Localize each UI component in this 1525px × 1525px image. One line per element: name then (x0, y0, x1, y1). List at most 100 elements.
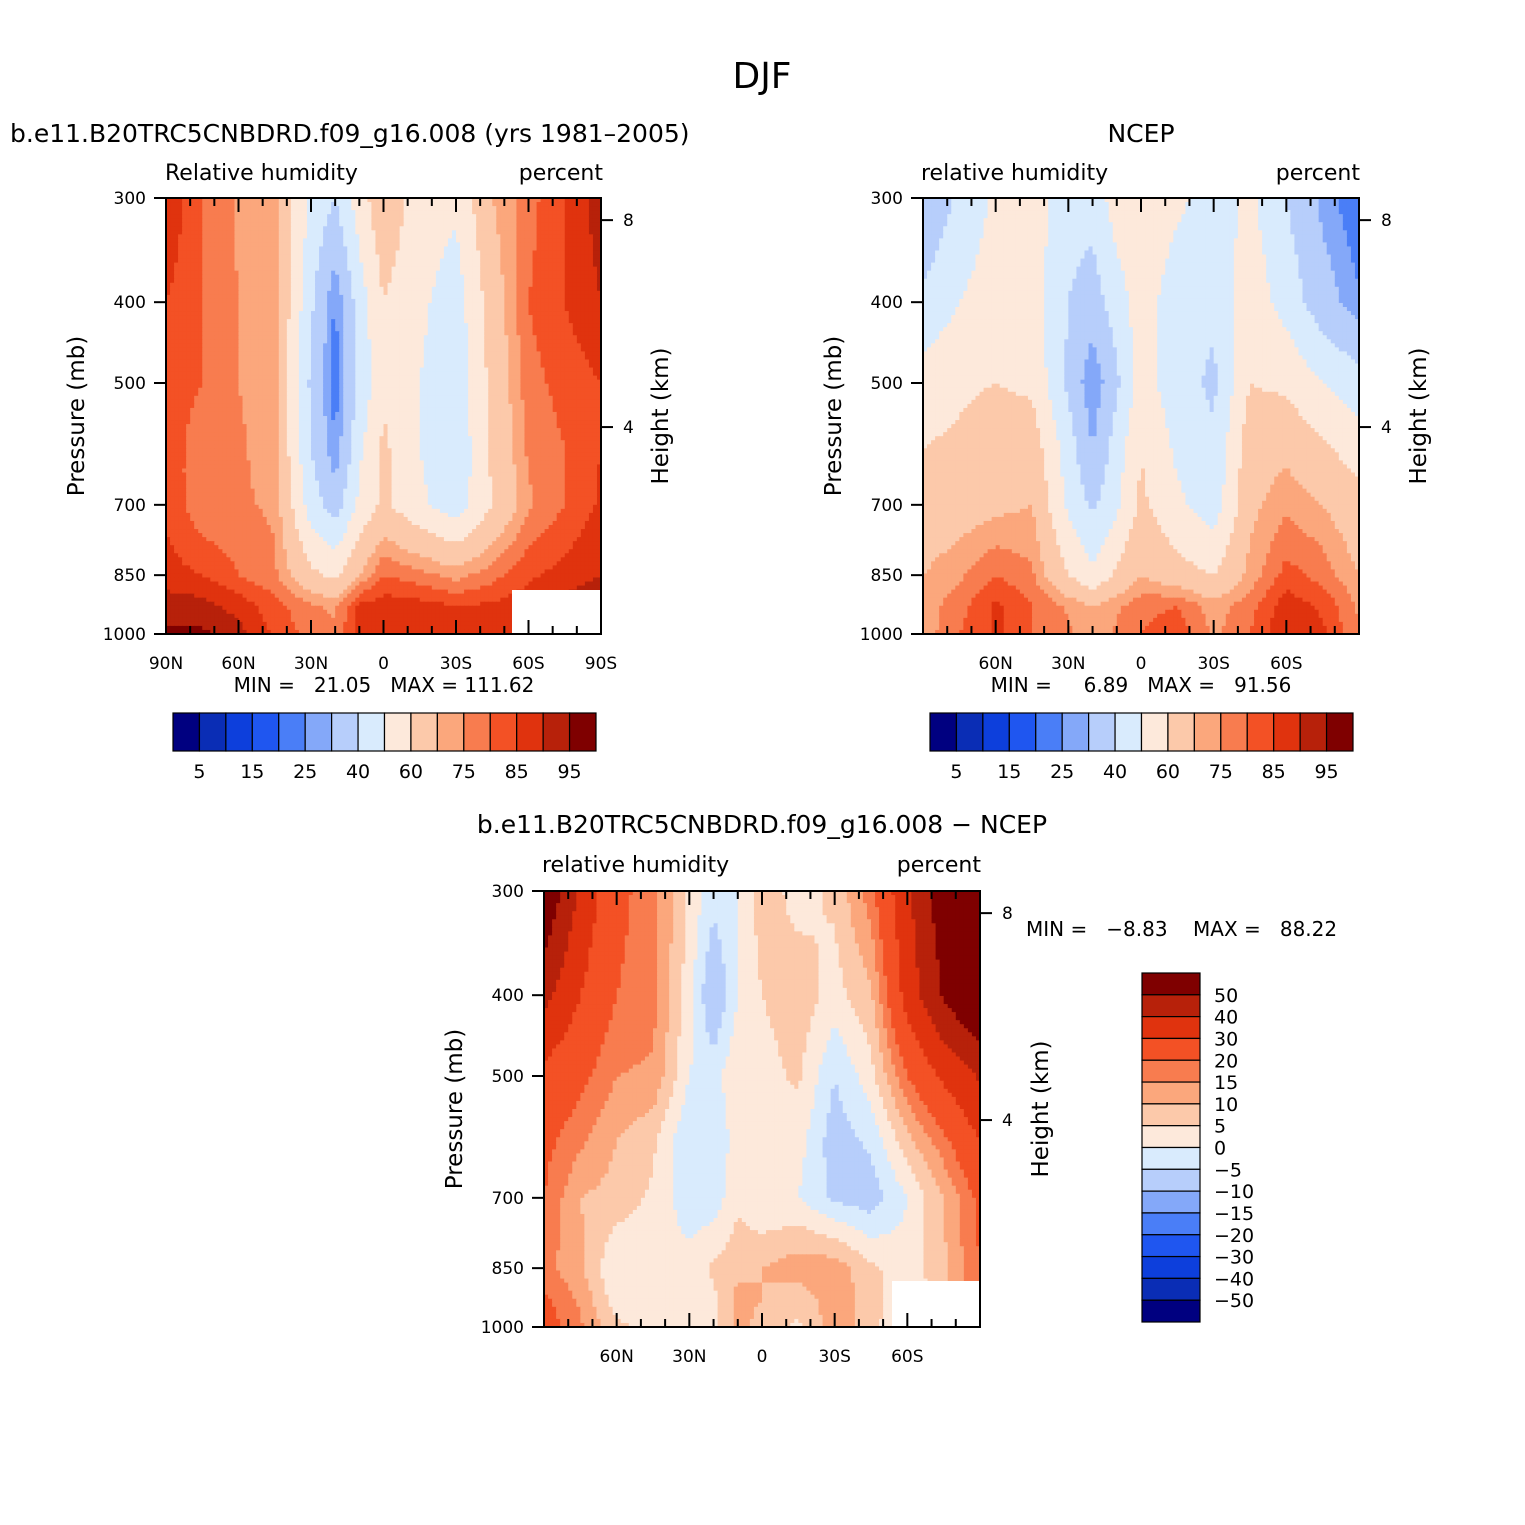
field-cell (302, 351, 308, 357)
field-cell (596, 339, 602, 344)
field-cell (532, 290, 538, 296)
field-cell (572, 339, 578, 344)
field-cell (484, 351, 489, 357)
field-cell (540, 375, 546, 381)
field-cell (447, 238, 453, 244)
field-cell (306, 347, 312, 353)
field-cell (206, 311, 211, 316)
field-cell (596, 327, 602, 332)
field-cell (242, 302, 248, 308)
field-cell (286, 343, 292, 348)
field-cell (246, 383, 252, 389)
field-cell (456, 214, 461, 219)
field-cell (270, 347, 276, 353)
field-cell (403, 359, 409, 365)
field-cell (560, 294, 566, 300)
field-cell (282, 278, 288, 284)
field-cell (464, 226, 469, 231)
field-cell (266, 311, 272, 316)
field-cell (387, 323, 393, 328)
field-cell (536, 335, 542, 340)
field-cell (492, 355, 497, 361)
field-cell (242, 234, 248, 239)
field-cell (540, 351, 546, 357)
field-cell (170, 230, 175, 235)
field-cell (504, 250, 509, 256)
field-cell (323, 242, 328, 248)
field-cell (270, 331, 276, 336)
panel-model-right-string: percent (519, 161, 604, 186)
field-cell (423, 355, 429, 361)
field-cell (592, 343, 598, 348)
field-cell (443, 258, 449, 264)
field-cell (423, 214, 429, 219)
field-cell (178, 359, 183, 365)
field-cell (383, 347, 389, 353)
field-cell (174, 266, 179, 272)
field-cell (367, 347, 373, 353)
field-cell (383, 270, 389, 276)
field-cell (588, 302, 594, 308)
field-cell (343, 339, 348, 344)
field-cell (363, 343, 368, 348)
field-cell (480, 307, 485, 312)
field-cell (242, 335, 248, 340)
field-cell (274, 286, 280, 292)
field-cell (560, 282, 566, 288)
field-cell (270, 315, 276, 320)
field-cell (290, 258, 296, 264)
field-cell (198, 290, 203, 296)
field-cell (464, 258, 469, 264)
field-cell (331, 319, 336, 324)
field-cell (387, 258, 393, 264)
field-cell (439, 258, 445, 264)
field-cell (238, 226, 244, 231)
field-cell (447, 230, 453, 235)
field-cell (278, 351, 284, 357)
field-cell (335, 339, 340, 344)
field-cell (371, 214, 377, 219)
field-cell (290, 315, 296, 320)
field-cell (504, 302, 509, 308)
field-cell (516, 327, 522, 332)
field-cell (568, 222, 574, 227)
field-cell (210, 363, 215, 369)
field-cell (500, 351, 505, 357)
figure-title: DJF (732, 56, 791, 97)
field-cell (536, 278, 542, 284)
field-cell (415, 371, 421, 377)
field-cell (528, 298, 534, 304)
field-cell (500, 214, 505, 219)
field-cell (456, 230, 461, 235)
field-cell (556, 339, 562, 344)
field-cell (290, 375, 296, 381)
field-cell (359, 343, 364, 348)
field-cell (186, 319, 191, 324)
field-cell (302, 355, 308, 361)
field-cell (464, 339, 469, 344)
field-cell (174, 375, 179, 381)
field-cell (476, 347, 481, 353)
field-cell (552, 290, 558, 296)
field-cell (238, 242, 244, 248)
field-cell (540, 323, 546, 328)
field-cell (254, 266, 260, 272)
field-cell (226, 206, 232, 211)
field-cell (194, 367, 199, 373)
field-cell (294, 355, 300, 361)
field-cell (540, 258, 546, 264)
field-cell (371, 262, 377, 268)
field-cell (226, 270, 232, 276)
field-cell (476, 198, 481, 203)
field-cell (202, 270, 207, 276)
field-cell (331, 375, 336, 381)
field-cell (274, 347, 280, 353)
field-cell (572, 278, 578, 284)
field-cell (447, 218, 453, 223)
field-cell (512, 363, 518, 369)
field-cell (431, 307, 437, 312)
field-cell (552, 238, 558, 244)
field-cell (496, 363, 501, 369)
field-cell (206, 371, 211, 377)
field-cell (427, 359, 433, 365)
